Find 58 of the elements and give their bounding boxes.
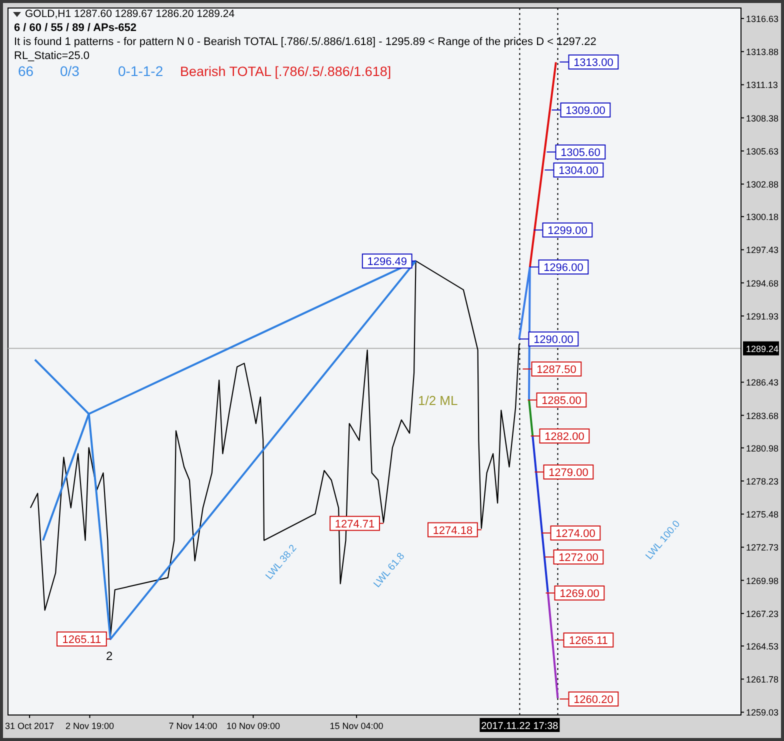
y-tick-label: 1291.93 — [746, 311, 779, 322]
y-tick-label: 1286.43 — [746, 378, 779, 388]
annotation: 1274.71 — [334, 518, 375, 530]
x-tick-label: 2 Nov 19:00 — [65, 721, 114, 731]
y-tick-label: 1297.43 — [746, 245, 779, 256]
annotation: 1260.20 — [574, 694, 614, 706]
annotation: 1272.00 — [558, 552, 598, 564]
y-tick-label: 1264.53 — [746, 641, 779, 652]
y-tick-label: 1259.03 — [746, 708, 779, 718]
y-tick-label: 1267.23 — [746, 608, 779, 619]
annotation: 1287.50 — [536, 364, 576, 376]
y-tick-label: 1261.78 — [746, 674, 779, 685]
y-tick-label: 1294.68 — [746, 278, 779, 288]
x-tick-label: 31 Oct 2017 — [5, 721, 54, 731]
y-tick-label: 1302.88 — [746, 180, 779, 190]
y-tick-label: 1308.38 — [746, 113, 779, 124]
annotation: 1279.00 — [548, 467, 588, 479]
ref-line-label: 2017.11.22 17:38 — [481, 721, 559, 732]
annotation: It is found 1 patterns - for pattern N 0 - Bearish TOTAL [.786/.5/.886/1.618] - 1295.89 < Range of the prices D < 1297.22 — [14, 36, 596, 48]
annotation: 66 — [18, 63, 34, 79]
annotation: 0-1-1-2 — [118, 63, 164, 79]
annotation: 1282.00 — [544, 431, 584, 443]
annotation: Bearish TOTAL [.786/.5/.886/1.618] — [180, 64, 392, 79]
annotation: 1296.00 — [544, 262, 584, 274]
annotation: 1299.00 — [548, 225, 588, 237]
annotation: 2 — [106, 649, 113, 663]
y-tick-label: 1305.63 — [746, 146, 779, 156]
y-tick-label: 1300.18 — [746, 212, 779, 222]
annotation: 1265.11 — [62, 634, 102, 646]
annotation: 1290.00 — [534, 334, 574, 346]
annotation: 1304.00 — [558, 165, 598, 177]
y-tick-label: 1313.88 — [746, 47, 779, 58]
annotation: 1/2 ML — [418, 393, 458, 408]
annotation: 1265.11 — [568, 635, 608, 647]
annotation: 1313.00 — [574, 57, 614, 69]
annotation: RL_Static=25.0 — [14, 50, 90, 62]
y-tick-label: 1283.68 — [746, 410, 779, 421]
annotation: 1274.00 — [556, 528, 596, 540]
x-tick-label: 10 Nov 09:00 — [226, 721, 280, 731]
annotation: 1285.00 — [542, 395, 582, 407]
ref-line-label: 1289.24 — [746, 344, 779, 354]
annotation: 1269.00 — [560, 588, 600, 600]
annotation: 1296.49 — [367, 256, 408, 268]
annotation: 1305.60 — [560, 147, 600, 159]
y-tick-label: 1278.23 — [746, 476, 779, 486]
annotation: 1309.00 — [566, 105, 606, 117]
annotation: 0/3 — [60, 63, 80, 79]
annotation: 1274.18 — [432, 524, 473, 537]
y-tick-label: 1311.13 — [746, 80, 778, 90]
y-tick-label: 1316.63 — [746, 14, 779, 24]
text: 6 / 60 / 55 / 89 / APs-652 — [14, 22, 137, 34]
x-tick-label: 15 Nov 04:00 — [330, 721, 384, 731]
y-tick-label: 1280.98 — [746, 443, 779, 454]
y-tick-label: 1275.48 — [746, 510, 779, 520]
y-tick-label: 1269.98 — [746, 576, 779, 586]
chart-title: GOLD,H1 1287.60 1289.67 1286.20 1289.24 — [25, 8, 235, 20]
y-tick-label: 1272.73 — [746, 542, 779, 553]
x-tick-label: 7 Nov 14:00 — [168, 721, 218, 731]
